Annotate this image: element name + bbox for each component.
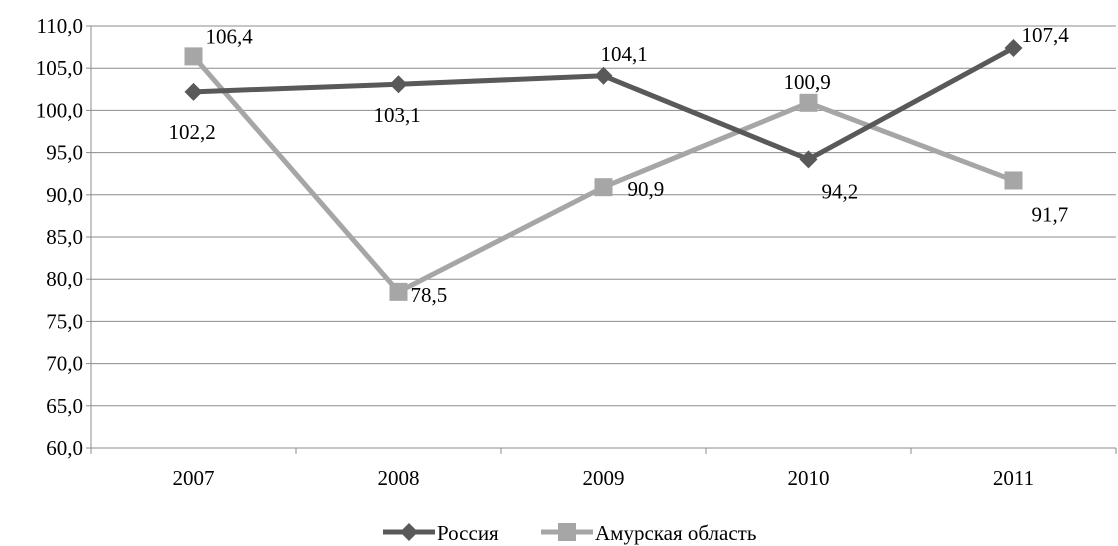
y-tick-label: 85,0 [46,225,83,249]
y-tick-label: 60,0 [46,436,83,460]
x-tick-label: 2009 [583,466,625,490]
square-marker [184,47,203,66]
diamond-marker [594,66,613,85]
legend-diamond-marker [400,523,418,541]
square-marker [1004,171,1023,190]
diamond-marker [389,75,408,94]
data-label: 103,1 [374,103,421,127]
square-marker [594,178,613,197]
y-tick-label: 80,0 [46,267,83,291]
y-tick-label: 75,0 [46,309,83,333]
y-tick-label: 90,0 [46,183,83,207]
y-tick-label: 65,0 [46,394,83,418]
data-label: 106,4 [206,24,254,48]
legend-label: Амурская область [595,521,756,545]
data-label: 78,5 [411,283,448,307]
legend-label: Россия [437,521,499,545]
y-tick-label: 70,0 [46,352,83,376]
data-label: 102,2 [169,120,216,144]
x-tick-label: 2007 [173,466,215,490]
data-label: 100,9 [784,70,831,94]
x-tick-label: 2011 [993,466,1034,490]
axes [86,25,1117,454]
y-tick-label: 105,0 [36,56,83,80]
diamond-marker [799,150,818,169]
legend: Россия Амурская область [383,521,756,545]
data-label: 104,1 [601,42,648,66]
diamond-marker [1004,38,1023,57]
data-labels: 102,2 103,1 104,1 94,2 107,4 106,4 78,5 90,9 100… [169,23,1070,307]
y-tick-label: 110,0 [37,14,83,38]
diamond-marker [184,82,203,101]
x-axis-tick-labels: 2007 2008 2009 2010 2011 [173,466,1035,490]
series-line-amur-oblast [191,54,1015,295]
y-axis-tick-labels: 60,0 65,0 70,0 75,0 80,0 85,0 90,0 95,0 100,0 105… [36,14,83,460]
square-marker [799,93,818,112]
square-marker [389,282,408,301]
y-tick-label: 95,0 [46,141,83,165]
legend-square-marker [558,523,576,541]
x-tick-label: 2010 [788,466,830,490]
data-label: 94,2 [822,179,859,203]
x-tick-label: 2008 [378,466,420,490]
y-tick-label: 100,0 [36,98,83,122]
data-label: 90,9 [628,177,665,201]
series [184,38,1023,301]
data-label: 107,4 [1022,23,1070,47]
data-label: 91,7 [1032,202,1069,226]
